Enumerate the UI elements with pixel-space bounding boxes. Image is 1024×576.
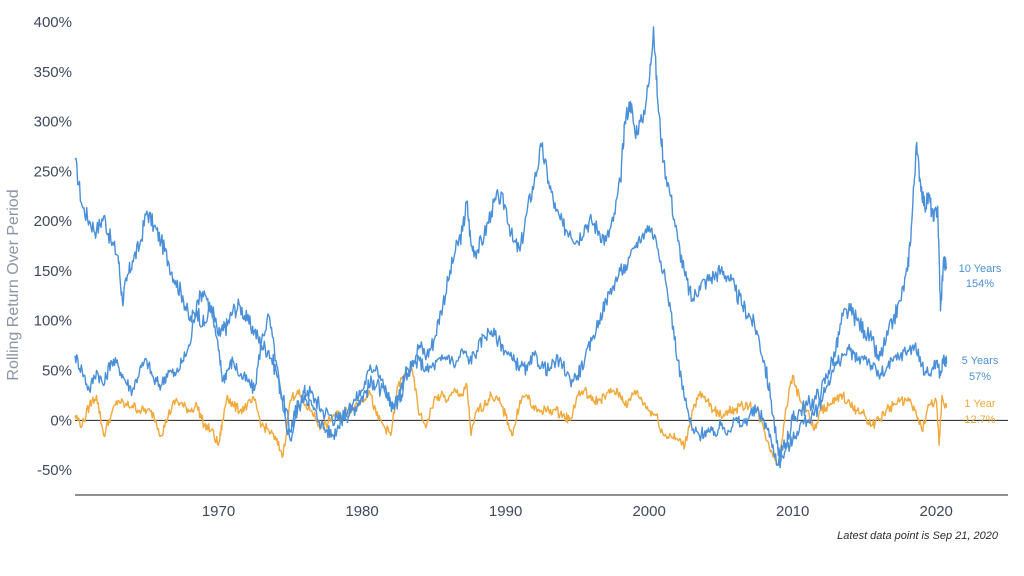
x-tick-label: 2010 — [776, 503, 809, 520]
y-tick-label: 300% — [34, 114, 72, 131]
series-end-label-value: 154% — [966, 278, 994, 290]
series-end-label-value: 12.7% — [964, 414, 995, 426]
series-line-10-years — [74, 26, 948, 463]
y-tick-label: -50% — [37, 462, 72, 479]
series-layer — [74, 26, 948, 469]
y-tick-label: 100% — [34, 313, 72, 330]
y-axis-ticks: 400% 350% 300% 250% 200% 150% 100% 50% 0% -50% — [34, 14, 72, 479]
y-tick-label: 350% — [34, 64, 72, 81]
y-tick-label: 150% — [34, 263, 72, 280]
series-end-labels: 10 Years 154% 5 Years 57% 1 Year 12.7% — [959, 263, 1002, 426]
x-tick-label: 2020 — [920, 503, 953, 520]
x-axis-ticks: 1970 1980 1990 2000 2010 2020 — [202, 503, 953, 520]
y-tick-label: 250% — [34, 163, 72, 180]
series-end-label-value: 57% — [969, 371, 991, 383]
series-end-label-name: 10 Years — [959, 263, 1002, 275]
y-tick-label: 50% — [42, 363, 72, 380]
series-line-1-year — [74, 365, 948, 466]
footnote: Latest data point is Sep 21, 2020 — [837, 530, 999, 542]
x-tick-label: 1970 — [202, 503, 235, 520]
series-line-5-years — [74, 225, 948, 469]
series-end-label-name: 5 Years — [962, 355, 999, 367]
y-axis-label: Rolling Return Over Period — [5, 189, 22, 380]
x-tick-label: 2000 — [632, 503, 665, 520]
x-tick-label: 1980 — [345, 503, 378, 520]
y-tick-label: 0% — [50, 412, 72, 429]
y-tick-label: 400% — [34, 14, 72, 31]
x-tick-label: 1990 — [489, 503, 522, 520]
series-end-label-name: 1 Year — [964, 398, 996, 410]
y-tick-label: 200% — [34, 213, 72, 230]
